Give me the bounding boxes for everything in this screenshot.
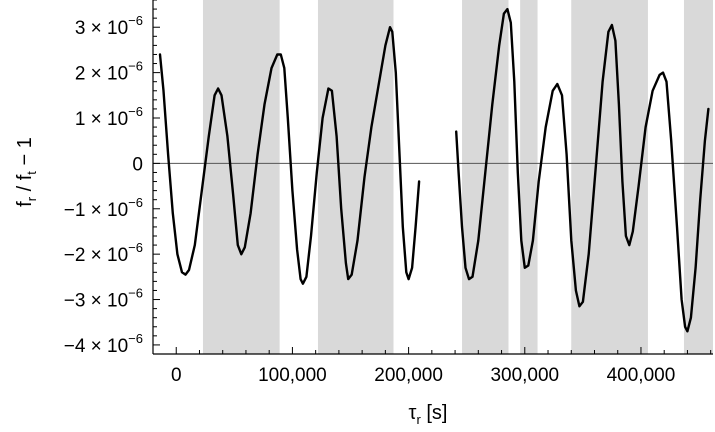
shaded-band-6 <box>683 0 713 354</box>
y-tick-label: −4 × 10−6 <box>64 331 143 357</box>
shaded-band-4 <box>520 0 538 354</box>
x-tick-label: 300,000 <box>490 365 559 386</box>
y-axis-label: fr / ft − 1 <box>14 137 39 207</box>
x-tick-label: 100,000 <box>258 365 327 386</box>
x-axis: 0 100,000 200,000 300,000 400,000 <box>153 347 713 386</box>
y-tick-label: −3 × 10−6 <box>64 286 143 312</box>
x-tick-label: 200,000 <box>374 365 443 386</box>
series-line-segment-1 <box>158 26 421 285</box>
y-tick-label: 2 × 10−6 <box>75 59 143 85</box>
x-tick-label: 0 <box>171 365 182 386</box>
y-tick-label: −2 × 10−6 <box>64 240 143 266</box>
y-axis: 3 × 10−6 2 × 10−6 1 × 10−6 0 −1 × 10−6 −2 × 1… <box>64 0 160 357</box>
y-tick-label: 0 <box>132 154 143 175</box>
y-tick-label: −1 × 10−6 <box>64 195 143 221</box>
y-tick-label: 1 × 10−6 <box>75 104 143 130</box>
y-tick-label: 3 × 10−6 <box>75 13 143 39</box>
x-tick-label: 400,000 <box>607 365 676 386</box>
series-line-segment-2 <box>455 7 710 333</box>
shaded-band-1 <box>202 0 280 354</box>
series-layer <box>158 7 710 333</box>
x-axis-label: τr [s] <box>409 402 448 427</box>
shaded-band-2 <box>317 0 394 354</box>
